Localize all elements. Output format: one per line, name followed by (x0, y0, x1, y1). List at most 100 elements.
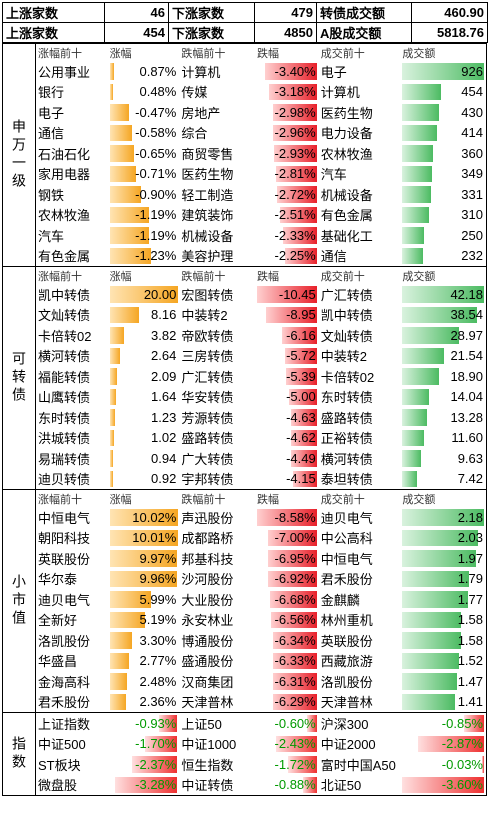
row-name[interactable]: 银行 (36, 82, 108, 103)
row-name[interactable]: 建筑装饰 (179, 205, 255, 226)
row-name[interactable]: 英联股份 (36, 548, 108, 569)
row-name[interactable]: 计算机 (319, 82, 401, 103)
row-name[interactable]: 中公高科 (319, 528, 401, 549)
row-name[interactable]: 北证50 (319, 775, 401, 796)
row-name[interactable]: 富时中国A50 (319, 754, 401, 775)
row-name[interactable]: 盛路转债 (319, 407, 401, 428)
row-name[interactable]: 公用事业 (36, 61, 108, 82)
row-name[interactable]: 邦基科技 (179, 548, 255, 569)
row-name[interactable]: 盛路转债 (179, 428, 255, 449)
row-name[interactable]: 汉商集团 (179, 671, 255, 692)
row-name[interactable]: 机械设备 (179, 225, 255, 246)
row-name[interactable]: 上证指数 (36, 713, 108, 734)
row-name[interactable]: 朝阳科技 (36, 528, 108, 549)
row-name[interactable]: 沙河股份 (179, 569, 255, 590)
row-name[interactable]: 中证500 (36, 734, 108, 755)
row-name[interactable]: 凯中转债 (319, 305, 401, 326)
row-name[interactable]: 医药生物 (319, 102, 401, 123)
row-name[interactable]: 广汇转债 (179, 366, 255, 387)
row-name[interactable]: 商贸零售 (179, 143, 255, 164)
row-name[interactable]: 林州重机 (319, 610, 401, 631)
row-name[interactable]: 横河转债 (319, 448, 401, 469)
row-name[interactable]: 英联股份 (319, 630, 401, 651)
row-name[interactable]: 广大转债 (179, 448, 255, 469)
row-name[interactable]: 声迅股份 (179, 507, 255, 528)
row-name[interactable]: 计算机 (179, 61, 255, 82)
row-name[interactable]: 泰坦转债 (319, 469, 401, 490)
row-name[interactable]: 君禾股份 (36, 692, 108, 713)
row-name[interactable]: 文灿转债 (36, 305, 108, 326)
row-name[interactable]: 中证2000 (319, 734, 401, 755)
row-name[interactable]: 美容护理 (179, 246, 255, 267)
row-name[interactable]: 金海高科 (36, 671, 108, 692)
row-name[interactable]: 石油石化 (36, 143, 108, 164)
row-name[interactable]: ST板块 (36, 754, 108, 775)
row-name[interactable]: 中恒电气 (319, 548, 401, 569)
row-name[interactable]: 农林牧渔 (319, 143, 401, 164)
row-name[interactable]: 正裕转债 (319, 428, 401, 449)
row-name[interactable]: 中证转债 (179, 775, 255, 796)
row-name[interactable]: 卡倍转02 (36, 325, 108, 346)
row-name[interactable]: 华盛昌 (36, 651, 108, 672)
row-name[interactable]: 钢铁 (36, 184, 108, 205)
row-name[interactable]: 全新好 (36, 610, 108, 631)
row-name[interactable]: 汽车 (319, 164, 401, 185)
row-name[interactable]: 福能转债 (36, 366, 108, 387)
row-name[interactable]: 基础化工 (319, 225, 401, 246)
row-name[interactable]: 文灿转债 (319, 325, 401, 346)
row-name[interactable]: 金麒麟 (319, 589, 401, 610)
row-name[interactable]: 家用电器 (36, 164, 108, 185)
row-name[interactable]: 中证1000 (179, 734, 255, 755)
row-name[interactable]: 凯中转债 (36, 284, 108, 305)
row-name[interactable]: 综合 (179, 123, 255, 144)
row-name[interactable]: 宇邦转债 (179, 469, 255, 490)
row-name[interactable]: 电子 (319, 61, 401, 82)
row-name[interactable]: 横河转债 (36, 346, 108, 367)
row-name[interactable]: 洛凯股份 (319, 671, 401, 692)
row-name[interactable]: 恒生指数 (179, 754, 255, 775)
row-name[interactable]: 汽车 (36, 225, 108, 246)
row-name[interactable]: 东时转债 (319, 387, 401, 408)
row-name[interactable]: 农林牧渔 (36, 205, 108, 226)
row-name[interactable]: 东时转债 (36, 407, 108, 428)
row-name[interactable]: 通信 (319, 246, 401, 267)
row-name[interactable]: 盛通股份 (179, 651, 255, 672)
row-name[interactable]: 西藏旅游 (319, 651, 401, 672)
row-name[interactable]: 中装转2 (179, 305, 255, 326)
row-name[interactable]: 帝欧转债 (179, 325, 255, 346)
row-name[interactable]: 传媒 (179, 82, 255, 103)
row-name[interactable]: 有色金属 (319, 205, 401, 226)
row-name[interactable]: 天津普林 (319, 692, 401, 713)
row-name[interactable]: 宏图转债 (179, 284, 255, 305)
row-name[interactable]: 迪贝电气 (319, 507, 401, 528)
row-name[interactable]: 三房转债 (179, 346, 255, 367)
row-name[interactable]: 中恒电气 (36, 507, 108, 528)
row-name[interactable]: 芳源转债 (179, 407, 255, 428)
row-name[interactable]: 电子 (36, 102, 108, 123)
row-name[interactable]: 天津普林 (179, 692, 255, 713)
row-name[interactable]: 轻工制造 (179, 184, 255, 205)
row-name[interactable]: 洪城转债 (36, 428, 108, 449)
row-name[interactable]: 通信 (36, 123, 108, 144)
row-name[interactable]: 山鹰转债 (36, 387, 108, 408)
row-name[interactable]: 电力设备 (319, 123, 401, 144)
row-name[interactable]: 机械设备 (319, 184, 401, 205)
row-name[interactable]: 永安林业 (179, 610, 255, 631)
row-name[interactable]: 微盘股 (36, 775, 108, 796)
row-name[interactable]: 洛凯股份 (36, 630, 108, 651)
row-name[interactable]: 上证50 (179, 713, 255, 734)
row-name[interactable]: 广汇转债 (319, 284, 401, 305)
row-name[interactable]: 有色金属 (36, 246, 108, 267)
row-name[interactable]: 华尔泰 (36, 569, 108, 590)
row-name[interactable]: 华安转债 (179, 387, 255, 408)
row-name[interactable]: 迪贝电气 (36, 589, 108, 610)
row-name[interactable]: 成都路桥 (179, 528, 255, 549)
row-name[interactable]: 沪深300 (319, 713, 401, 734)
row-name[interactable]: 大业股份 (179, 589, 255, 610)
row-name[interactable]: 君禾股份 (319, 569, 401, 590)
row-name[interactable]: 迪贝转债 (36, 469, 108, 490)
row-name[interactable]: 卡倍转02 (319, 366, 401, 387)
row-name[interactable]: 医药生物 (179, 164, 255, 185)
row-name[interactable]: 易瑞转债 (36, 448, 108, 469)
row-name[interactable]: 房地产 (179, 102, 255, 123)
